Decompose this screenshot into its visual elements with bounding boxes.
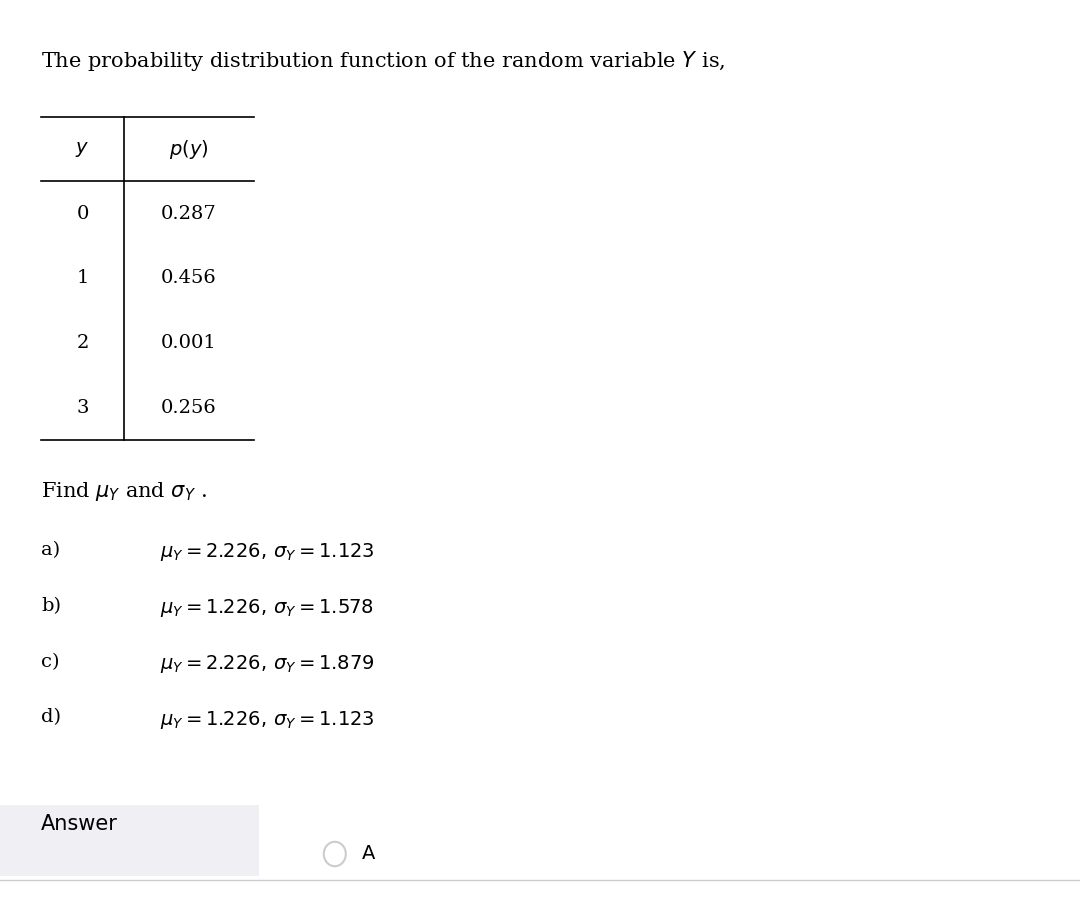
Text: $y$: $y$ [76, 139, 90, 159]
Text: $p(y)$: $p(y)$ [170, 137, 208, 161]
Text: 0.287: 0.287 [161, 205, 217, 223]
Text: $\mu_Y = 1.226,\, \sigma_Y = 1.578$: $\mu_Y = 1.226,\, \sigma_Y = 1.578$ [160, 597, 374, 619]
Text: The probability distribution function of the random variable $Y$ is,: The probability distribution function of… [41, 49, 726, 74]
Text: 3: 3 [77, 399, 89, 417]
Circle shape [324, 841, 346, 867]
Text: 2: 2 [77, 334, 89, 352]
Text: 0.256: 0.256 [161, 399, 217, 417]
Text: Answer: Answer [41, 814, 118, 833]
Text: 1: 1 [77, 269, 89, 287]
Text: d): d) [41, 709, 62, 726]
Text: $\mu_Y = 2.226,\, \sigma_Y = 1.879$: $\mu_Y = 2.226,\, \sigma_Y = 1.879$ [160, 653, 375, 674]
Text: $\mu_Y = 2.226,\, \sigma_Y = 1.123$: $\mu_Y = 2.226,\, \sigma_Y = 1.123$ [160, 541, 375, 563]
Text: 0.456: 0.456 [161, 269, 217, 287]
Text: 0: 0 [77, 205, 89, 223]
Text: b): b) [41, 597, 62, 615]
Text: Find $\mu_Y$ and $\sigma_Y$ .: Find $\mu_Y$ and $\sigma_Y$ . [41, 480, 207, 504]
Text: 0.001: 0.001 [161, 334, 217, 352]
Text: a): a) [41, 541, 60, 559]
Text: A: A [362, 844, 375, 864]
Text: $\mu_Y = 1.226,\, \sigma_Y = 1.123$: $\mu_Y = 1.226,\, \sigma_Y = 1.123$ [160, 709, 375, 730]
Text: c): c) [41, 653, 59, 671]
